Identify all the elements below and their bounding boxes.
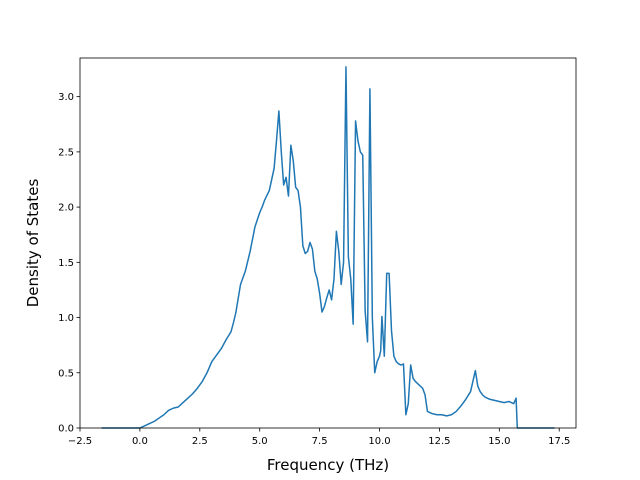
- y-axis-label: Density of States: [24, 179, 42, 308]
- x-axis-label: Frequency (THz): [267, 456, 389, 474]
- y-tick-label: 1.5: [58, 258, 74, 269]
- y-tick-label: 3.0: [58, 92, 74, 103]
- x-tick-label: 2.5: [192, 436, 208, 447]
- x-tick-label: 10.0: [368, 436, 390, 447]
- y-tick-label: 0.0: [58, 424, 74, 435]
- y-tick-label: 2.0: [58, 203, 74, 214]
- x-tick-label: 7.5: [312, 436, 328, 447]
- y-tick-label: 2.5: [58, 147, 74, 158]
- x-tick-label: 0.0: [132, 436, 148, 447]
- series-line-0: [101, 66, 555, 429]
- x-tick-label: 12.5: [428, 436, 450, 447]
- x-tick-label: 15.0: [488, 436, 510, 447]
- plot-frame: [79, 57, 577, 429]
- x-tick-label: 17.5: [548, 436, 570, 447]
- x-axis: −2.5 0.0 2.5 5.0 7.5 10.0 12.5 15.0 17.5: [68, 428, 570, 447]
- x-tick-label: −2.5: [68, 436, 92, 447]
- plot-area: [80, 58, 576, 428]
- y-tick-label: 1.0: [58, 313, 74, 324]
- y-tick-label: 0.5: [58, 368, 74, 379]
- x-tick-label: 5.0: [252, 436, 268, 447]
- y-axis: 0.0 0.5 1.0 1.5 2.0 2.5 3.0: [58, 92, 80, 435]
- series-layer: [101, 66, 555, 429]
